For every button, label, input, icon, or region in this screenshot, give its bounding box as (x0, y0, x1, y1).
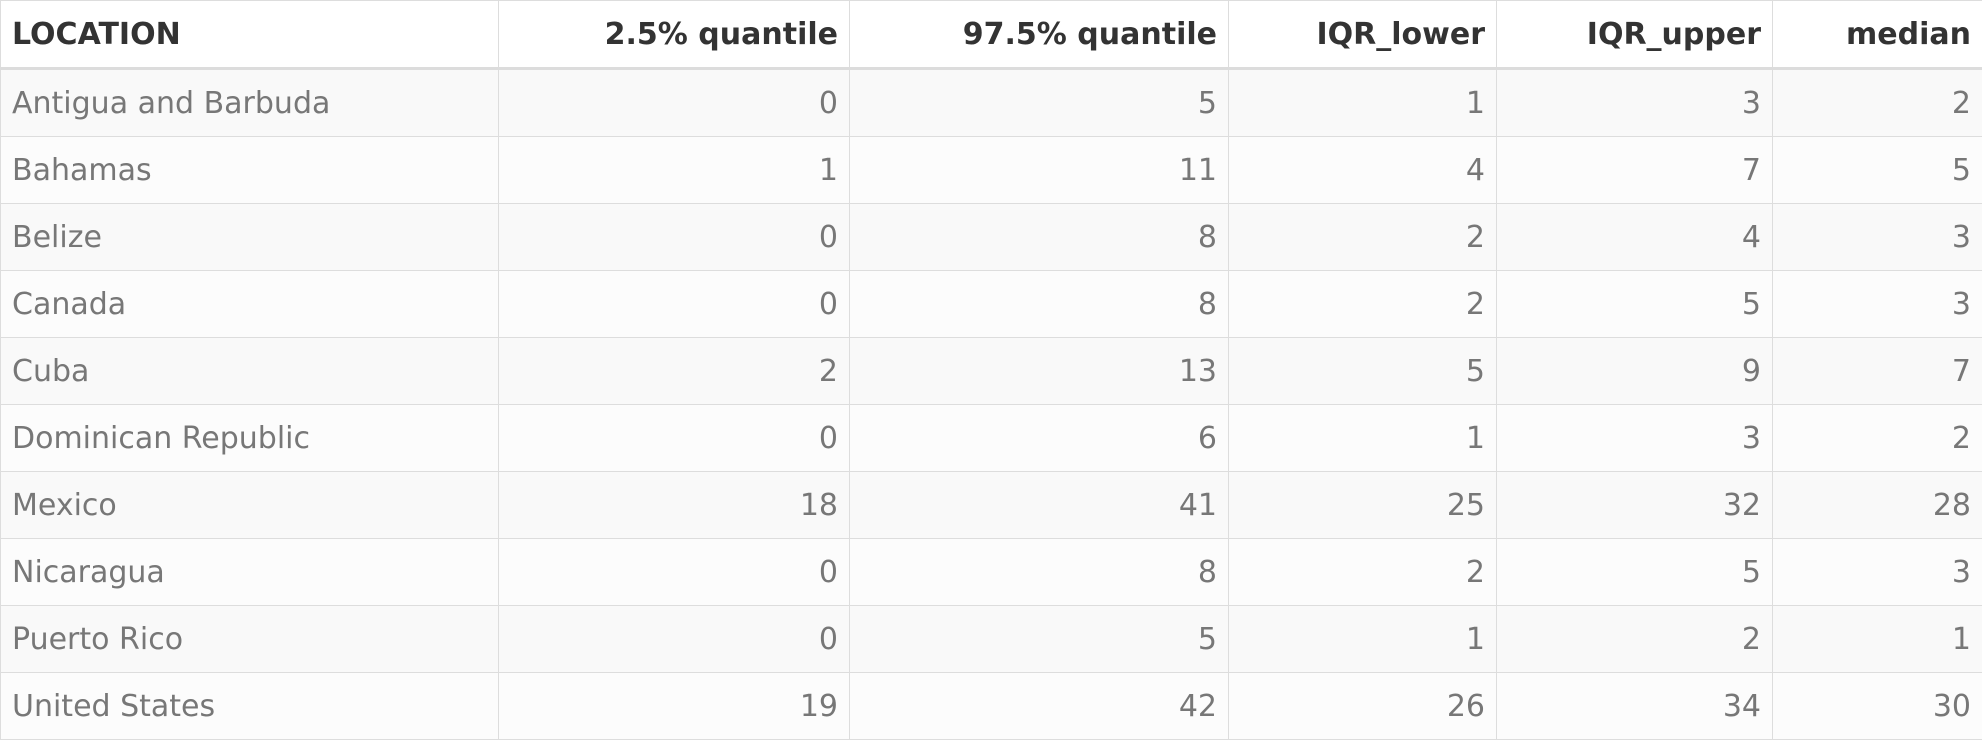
table-row: Dominican Republic 0 6 1 3 2 (0, 404, 1982, 472)
quantile-97-5-cell: 13 (849, 337, 1229, 405)
iqr-lower-cell: 2 (1228, 203, 1497, 271)
quantile-2-5-cell: 0 (498, 68, 850, 137)
quantile-2-5-cell: 19 (498, 672, 850, 740)
iqr-upper-cell: 3 (1496, 404, 1773, 472)
iqr-upper-cell: 5 (1496, 270, 1773, 338)
median-cell: 30 (1772, 672, 1982, 740)
table-row: United States 19 42 26 34 30 (0, 672, 1982, 740)
quantile-97-5-cell: 11 (849, 136, 1229, 204)
iqr-upper-cell: 32 (1496, 471, 1773, 539)
quantile-97-5-cell: 5 (849, 68, 1229, 137)
quantile-97-5-cell: 8 (849, 203, 1229, 271)
quantile-2-5-cell: 0 (498, 605, 850, 673)
table-body: Antigua and Barbuda 0 5 1 3 2 Bahamas 1 11 4 7 5 Bel… (0, 68, 1982, 740)
table-row: Bahamas 1 11 4 7 5 (0, 136, 1982, 204)
iqr-upper-cell: 5 (1496, 538, 1773, 606)
location-cell: Dominican Republic (0, 404, 499, 472)
iqr-lower-cell: 1 (1228, 404, 1497, 472)
quantile-97-5-cell: 42 (849, 672, 1229, 740)
median-cell: 3 (1772, 203, 1982, 271)
iqr-lower-cell: 5 (1228, 337, 1497, 405)
location-cell: Cuba (0, 337, 499, 405)
quantile-97-5-cell: 8 (849, 538, 1229, 606)
iqr-lower-cell: 1 (1228, 605, 1497, 673)
median-cell: 2 (1772, 68, 1982, 137)
iqr-upper-cell: 4 (1496, 203, 1773, 271)
location-cell: Belize (0, 203, 499, 271)
table-row: Cuba 2 13 5 9 7 (0, 337, 1982, 405)
median-cell: 3 (1772, 270, 1982, 338)
median-cell: 28 (1772, 471, 1982, 539)
quantile-97-5-cell: 6 (849, 404, 1229, 472)
column-header-median[interactable]: median (1772, 0, 1982, 70)
quantile-2-5-cell: 0 (498, 538, 850, 606)
iqr-lower-cell: 25 (1228, 471, 1497, 539)
median-cell: 1 (1772, 605, 1982, 673)
location-cell: Mexico (0, 471, 499, 539)
quantile-2-5-cell: 2 (498, 337, 850, 405)
quantile-2-5-cell: 0 (498, 404, 850, 472)
location-cell: Bahamas (0, 136, 499, 204)
quantile-97-5-cell: 8 (849, 270, 1229, 338)
median-cell: 7 (1772, 337, 1982, 405)
iqr-lower-cell: 1 (1228, 68, 1497, 137)
quantile-2-5-cell: 18 (498, 471, 850, 539)
column-header-iqr-upper[interactable]: IQR_upper (1496, 0, 1773, 70)
location-cell: Canada (0, 270, 499, 338)
iqr-upper-cell: 2 (1496, 605, 1773, 673)
location-cell: Puerto Rico (0, 605, 499, 673)
median-cell: 2 (1772, 404, 1982, 472)
table-header: LOCATION 2.5% quantile 97.5% quantile IQ… (0, 0, 1982, 70)
iqr-upper-cell: 7 (1496, 136, 1773, 204)
iqr-lower-cell: 2 (1228, 538, 1497, 606)
quantile-2-5-cell: 0 (498, 203, 850, 271)
quantile-2-5-cell: 0 (498, 270, 850, 338)
table-row: Puerto Rico 0 5 1 2 1 (0, 605, 1982, 673)
table-row: Nicaragua 0 8 2 5 3 (0, 538, 1982, 606)
location-cell: United States (0, 672, 499, 740)
column-header-quantile-2-5[interactable]: 2.5% quantile (498, 0, 850, 70)
iqr-lower-cell: 4 (1228, 136, 1497, 204)
column-header-iqr-lower[interactable]: IQR_lower (1228, 0, 1497, 70)
iqr-upper-cell: 34 (1496, 672, 1773, 740)
header-row: LOCATION 2.5% quantile 97.5% quantile IQ… (0, 0, 1982, 70)
column-header-location[interactable]: LOCATION (0, 0, 499, 70)
iqr-upper-cell: 3 (1496, 68, 1773, 137)
iqr-upper-cell: 9 (1496, 337, 1773, 405)
table-row: Antigua and Barbuda 0 5 1 3 2 (0, 68, 1982, 137)
table-row: Canada 0 8 2 5 3 (0, 270, 1982, 338)
location-cell: Antigua and Barbuda (0, 68, 499, 137)
quantile-2-5-cell: 1 (498, 136, 850, 204)
iqr-lower-cell: 2 (1228, 270, 1497, 338)
quantile-97-5-cell: 41 (849, 471, 1229, 539)
quantile-97-5-cell: 5 (849, 605, 1229, 673)
iqr-lower-cell: 26 (1228, 672, 1497, 740)
location-cell: Nicaragua (0, 538, 499, 606)
table-row: Belize 0 8 2 4 3 (0, 203, 1982, 271)
table-row: Mexico 18 41 25 32 28 (0, 471, 1982, 539)
column-header-quantile-97-5[interactable]: 97.5% quantile (849, 0, 1229, 70)
median-cell: 3 (1772, 538, 1982, 606)
median-cell: 5 (1772, 136, 1982, 204)
